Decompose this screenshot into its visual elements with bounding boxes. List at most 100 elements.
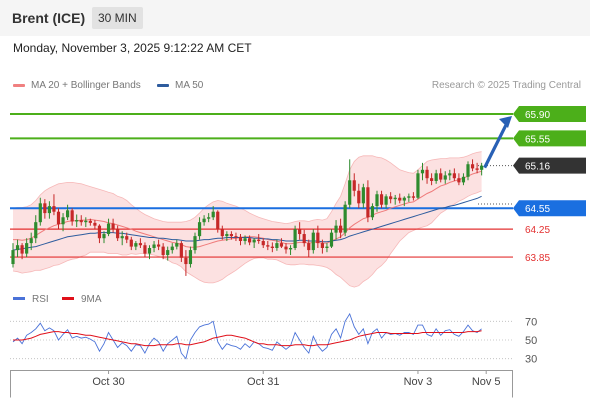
candle-body <box>175 243 179 247</box>
candle-body <box>56 211 61 225</box>
candle-body <box>20 245 24 254</box>
candle-body <box>129 239 133 247</box>
candle-body <box>248 238 252 243</box>
candle-body <box>311 232 315 251</box>
candle-body <box>480 165 484 170</box>
candle-body <box>29 238 33 244</box>
candle-body <box>166 250 170 255</box>
candle-body <box>325 246 329 248</box>
candle-body <box>366 187 370 218</box>
candle-body <box>361 187 365 204</box>
candle-body <box>393 197 397 200</box>
candle-body <box>34 222 38 239</box>
candle-body <box>238 236 243 242</box>
candle-body <box>284 246 288 250</box>
candle-body <box>211 211 215 218</box>
x-tick-label: Nov 5 <box>471 376 501 388</box>
candle-body <box>288 248 293 250</box>
candle-body <box>316 232 320 244</box>
candle-body <box>443 175 447 180</box>
rsi-tick-30: 30 <box>525 354 537 366</box>
candle-body <box>61 217 65 225</box>
credit-text: Research © 2025 Trading Central <box>431 80 581 91</box>
bollinger-band-area <box>13 151 482 288</box>
candle-body <box>111 223 115 230</box>
x-tick-label: Oct 31 <box>247 376 280 388</box>
candle-body <box>152 244 156 248</box>
level-label-65.55: 65.55 <box>525 134 550 145</box>
candle-body <box>334 225 338 233</box>
rsi-legend-swatch <box>13 297 25 300</box>
candle-body <box>252 239 256 243</box>
candle-body <box>161 246 165 255</box>
candle-body <box>25 243 29 254</box>
candle-body <box>202 218 206 223</box>
timeframe-badge[interactable]: 30 MIN <box>92 7 143 29</box>
timestamp: Monday, November 3, 2025 9:12:22 AM CET <box>13 41 252 55</box>
candle-body <box>225 234 229 237</box>
ma20-line <box>13 170 482 248</box>
candle-body <box>193 236 197 251</box>
candle-body <box>461 176 466 183</box>
projection-arrow-head <box>499 115 512 128</box>
candle-body <box>197 222 202 237</box>
candle-body <box>302 234 306 244</box>
candle-body <box>47 206 51 214</box>
candle-body <box>216 211 220 230</box>
candle-body <box>220 229 224 237</box>
candle-body <box>402 197 406 201</box>
legend-ma50-swatch <box>157 83 169 87</box>
x-tick-label: Oct 30 <box>92 376 125 388</box>
candle-body <box>407 196 411 198</box>
candle-body <box>120 236 124 239</box>
legend-ma20-swatch <box>13 83 25 87</box>
candle-body <box>116 229 120 239</box>
candle-body <box>79 220 83 223</box>
candle-body <box>466 164 470 177</box>
candle-body <box>97 225 102 239</box>
candle-body <box>93 222 97 226</box>
candle-body <box>275 243 279 248</box>
candle-body <box>11 250 15 265</box>
candle-body <box>398 197 402 201</box>
chart-header: Brent (ICE) 30 MIN <box>0 0 590 36</box>
level-label-65.16: 65.16 <box>525 162 550 173</box>
level-tag-64.55 <box>513 200 586 217</box>
candle-body <box>298 229 302 235</box>
candle-body <box>279 243 284 247</box>
candle-body <box>320 243 324 248</box>
candle-body <box>352 180 356 191</box>
candle-body <box>143 245 147 254</box>
candle-body <box>475 168 479 170</box>
candle-body <box>439 173 443 180</box>
candle-body <box>434 173 438 181</box>
candle-body <box>170 246 174 251</box>
candle-body <box>157 244 161 247</box>
candle-body <box>15 245 20 251</box>
rsi-legend-label: RSI <box>32 294 49 305</box>
candle-body <box>379 194 384 205</box>
candle-body <box>470 164 475 169</box>
candle-body <box>125 236 129 240</box>
candle-body <box>329 232 334 247</box>
candle-body <box>234 236 238 238</box>
candle-body <box>411 196 415 198</box>
candle-body <box>188 250 193 265</box>
candle-body <box>106 223 111 235</box>
candle-body <box>266 245 270 247</box>
candle-body <box>52 206 56 212</box>
level-tag-65.90 <box>513 105 586 122</box>
candle-body <box>416 173 420 198</box>
candle-body <box>420 169 425 174</box>
candle-body <box>343 204 347 233</box>
candle-body <box>389 196 393 200</box>
x-axis-frame <box>10 370 513 398</box>
rsi-ma-legend-swatch <box>62 297 74 300</box>
candle-body <box>370 206 375 218</box>
candle-body <box>84 220 88 223</box>
candle-body <box>102 234 106 239</box>
rsi-line <box>12 312 482 360</box>
candle-body <box>307 243 311 251</box>
level-label-64.25: 64.25 <box>525 225 550 236</box>
